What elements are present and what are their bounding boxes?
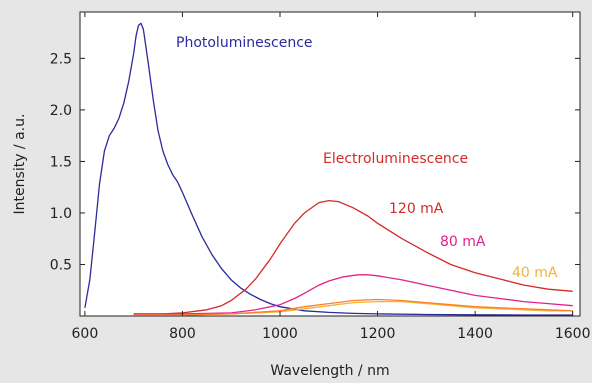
annotation-40-ma: 40 mA bbox=[512, 265, 558, 281]
annotation-electroluminescence: Electroluminescence bbox=[323, 151, 468, 167]
plot-area bbox=[79, 11, 581, 317]
y-tick-label: 1.5 bbox=[50, 154, 72, 170]
annotation-80-ma: 80 mA bbox=[440, 234, 486, 250]
80-ma-series-line bbox=[133, 274, 573, 315]
x-axis-label: Wavelength / nm bbox=[270, 363, 389, 379]
unlabeled-series-line bbox=[133, 298, 573, 316]
y-tick-label: 0.5 bbox=[50, 257, 72, 273]
y-tick-label: 2.5 bbox=[50, 51, 72, 67]
annotation-120-ma: 120 mA bbox=[389, 201, 444, 217]
y-tick-label: 1.0 bbox=[50, 206, 72, 222]
x-tick-label: 600 bbox=[72, 326, 99, 342]
x-tick-label: 800 bbox=[169, 326, 196, 342]
y-axis-label: Intensity / a.u. bbox=[12, 114, 28, 215]
x-tick-label: 1200 bbox=[360, 326, 396, 342]
x-tick-label: 1400 bbox=[457, 326, 493, 342]
y-tick-label: 2.0 bbox=[50, 103, 72, 119]
x-tick-label: 1600 bbox=[555, 326, 591, 342]
annotation-photoluminescence: Photoluminescence bbox=[176, 35, 313, 51]
x-tick-label: 1000 bbox=[262, 326, 298, 342]
120-ma-series-line bbox=[133, 199, 573, 315]
photoluminescence-series-line bbox=[84, 22, 573, 316]
